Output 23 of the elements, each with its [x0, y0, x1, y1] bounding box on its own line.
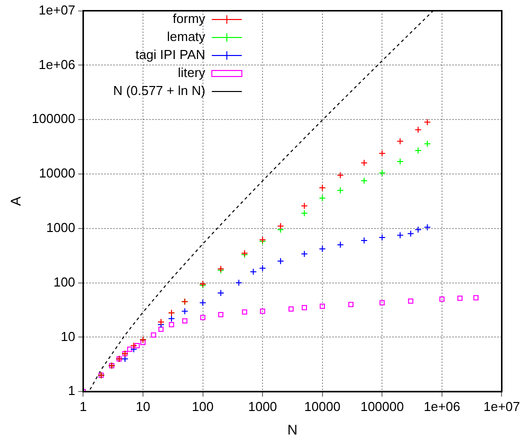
- x-tick-label: 1000: [248, 398, 278, 414]
- y-tick-label: 1: [68, 383, 76, 398]
- y-tick-label: 100: [53, 274, 76, 290]
- y-axis-title: A: [7, 196, 24, 206]
- x-tick-label: 1e+06: [424, 398, 460, 414]
- x-tick-label: 1: [80, 398, 87, 414]
- legend-label: formy: [172, 11, 206, 26]
- x-tick-label: 10: [136, 398, 150, 414]
- x-tick-label: 10000: [304, 398, 340, 414]
- y-tick-label: 1e+06: [38, 56, 76, 72]
- y-tick-label: 10000: [39, 166, 76, 181]
- y-tick-label: 100000: [32, 111, 76, 126]
- legend-label: N (0.577 + ln N): [113, 83, 206, 98]
- x-tick-label: 1e+07: [483, 398, 520, 414]
- legend-label: tagi IPI PAN: [135, 47, 206, 62]
- y-tick-label: 1e+07: [38, 2, 76, 18]
- x-tick-label: 100: [192, 398, 214, 414]
- legend-label: lematy: [167, 29, 206, 44]
- legend-label: litery: [178, 65, 206, 80]
- x-axis-title: N: [287, 421, 298, 438]
- y-tick-label: 1000: [46, 220, 76, 235]
- x-tick-label: 100000: [360, 398, 404, 414]
- y-tick-label: 10: [60, 328, 76, 344]
